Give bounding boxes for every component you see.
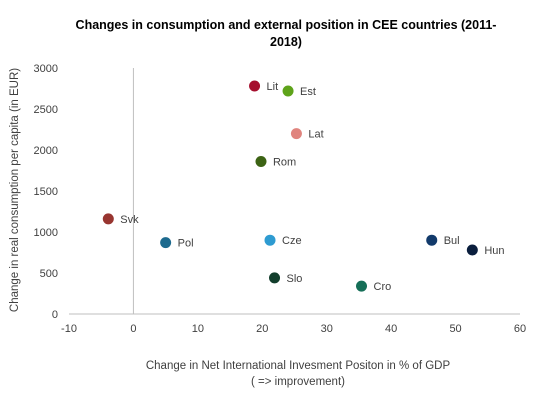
point-label-bul: Bul [444, 235, 460, 247]
y-tick-label: 1500 [34, 186, 58, 198]
y-tick-label: 1000 [34, 227, 58, 239]
point-label-cro: Cro [374, 281, 392, 293]
axes-layer [69, 68, 520, 315]
data-point-lit [249, 80, 261, 92]
x-tick-label: 30 [321, 323, 333, 335]
x-tick-label: 40 [385, 323, 397, 335]
y-tick-label: 3000 [34, 63, 58, 75]
data-point-est [282, 85, 294, 97]
data-point-bul [426, 234, 438, 246]
point-label-hun: Hun [484, 245, 504, 257]
points-layer [102, 80, 478, 292]
data-point-pol [160, 237, 172, 249]
x-tick-label: 50 [449, 323, 461, 335]
x-tick-label: 10 [192, 323, 204, 335]
point-label-lit: Lit [267, 81, 279, 93]
data-point-cro [356, 280, 368, 292]
y-tick-label: 2000 [34, 145, 58, 157]
point-label-est: Est [300, 86, 316, 98]
x-axis-title-line-2: ( => improvement) [251, 376, 345, 388]
x-tick-label: 0 [130, 323, 136, 335]
point-label-cze: Cze [282, 235, 302, 247]
x-tick-label: 20 [256, 323, 268, 335]
data-point-cze [264, 234, 276, 246]
point-label-svk: Svk [120, 214, 139, 226]
chart-title-line-2: 2018) [270, 35, 302, 49]
chart-title-line-1: Changes in consumption and external posi… [76, 18, 497, 32]
x-axis-title-line-1: Change in Net International Invesment Po… [146, 360, 451, 372]
x-tick-label: -10 [61, 323, 77, 335]
data-point-hun [466, 244, 478, 256]
y-tick-label: 0 [52, 309, 58, 321]
labels-layer: Lit Est Lat Rom Svk Pol Cze Slo Cro Bul Hun [120, 81, 504, 293]
point-label-slo: Slo [287, 273, 303, 285]
y-tick-label: 500 [40, 268, 58, 280]
y-axis-title: Change in real consumption per capita (i… [9, 68, 21, 312]
data-point-rom [255, 155, 267, 167]
y-tick-label: 2500 [34, 104, 58, 116]
point-label-lat: Lat [308, 129, 323, 141]
data-point-slo [269, 272, 281, 284]
point-label-pol: Pol [178, 238, 194, 250]
point-label-rom: Rom [273, 156, 296, 168]
data-point-lat [290, 128, 302, 140]
data-point-svk [102, 213, 114, 225]
x-tick-label: 60 [514, 323, 526, 335]
